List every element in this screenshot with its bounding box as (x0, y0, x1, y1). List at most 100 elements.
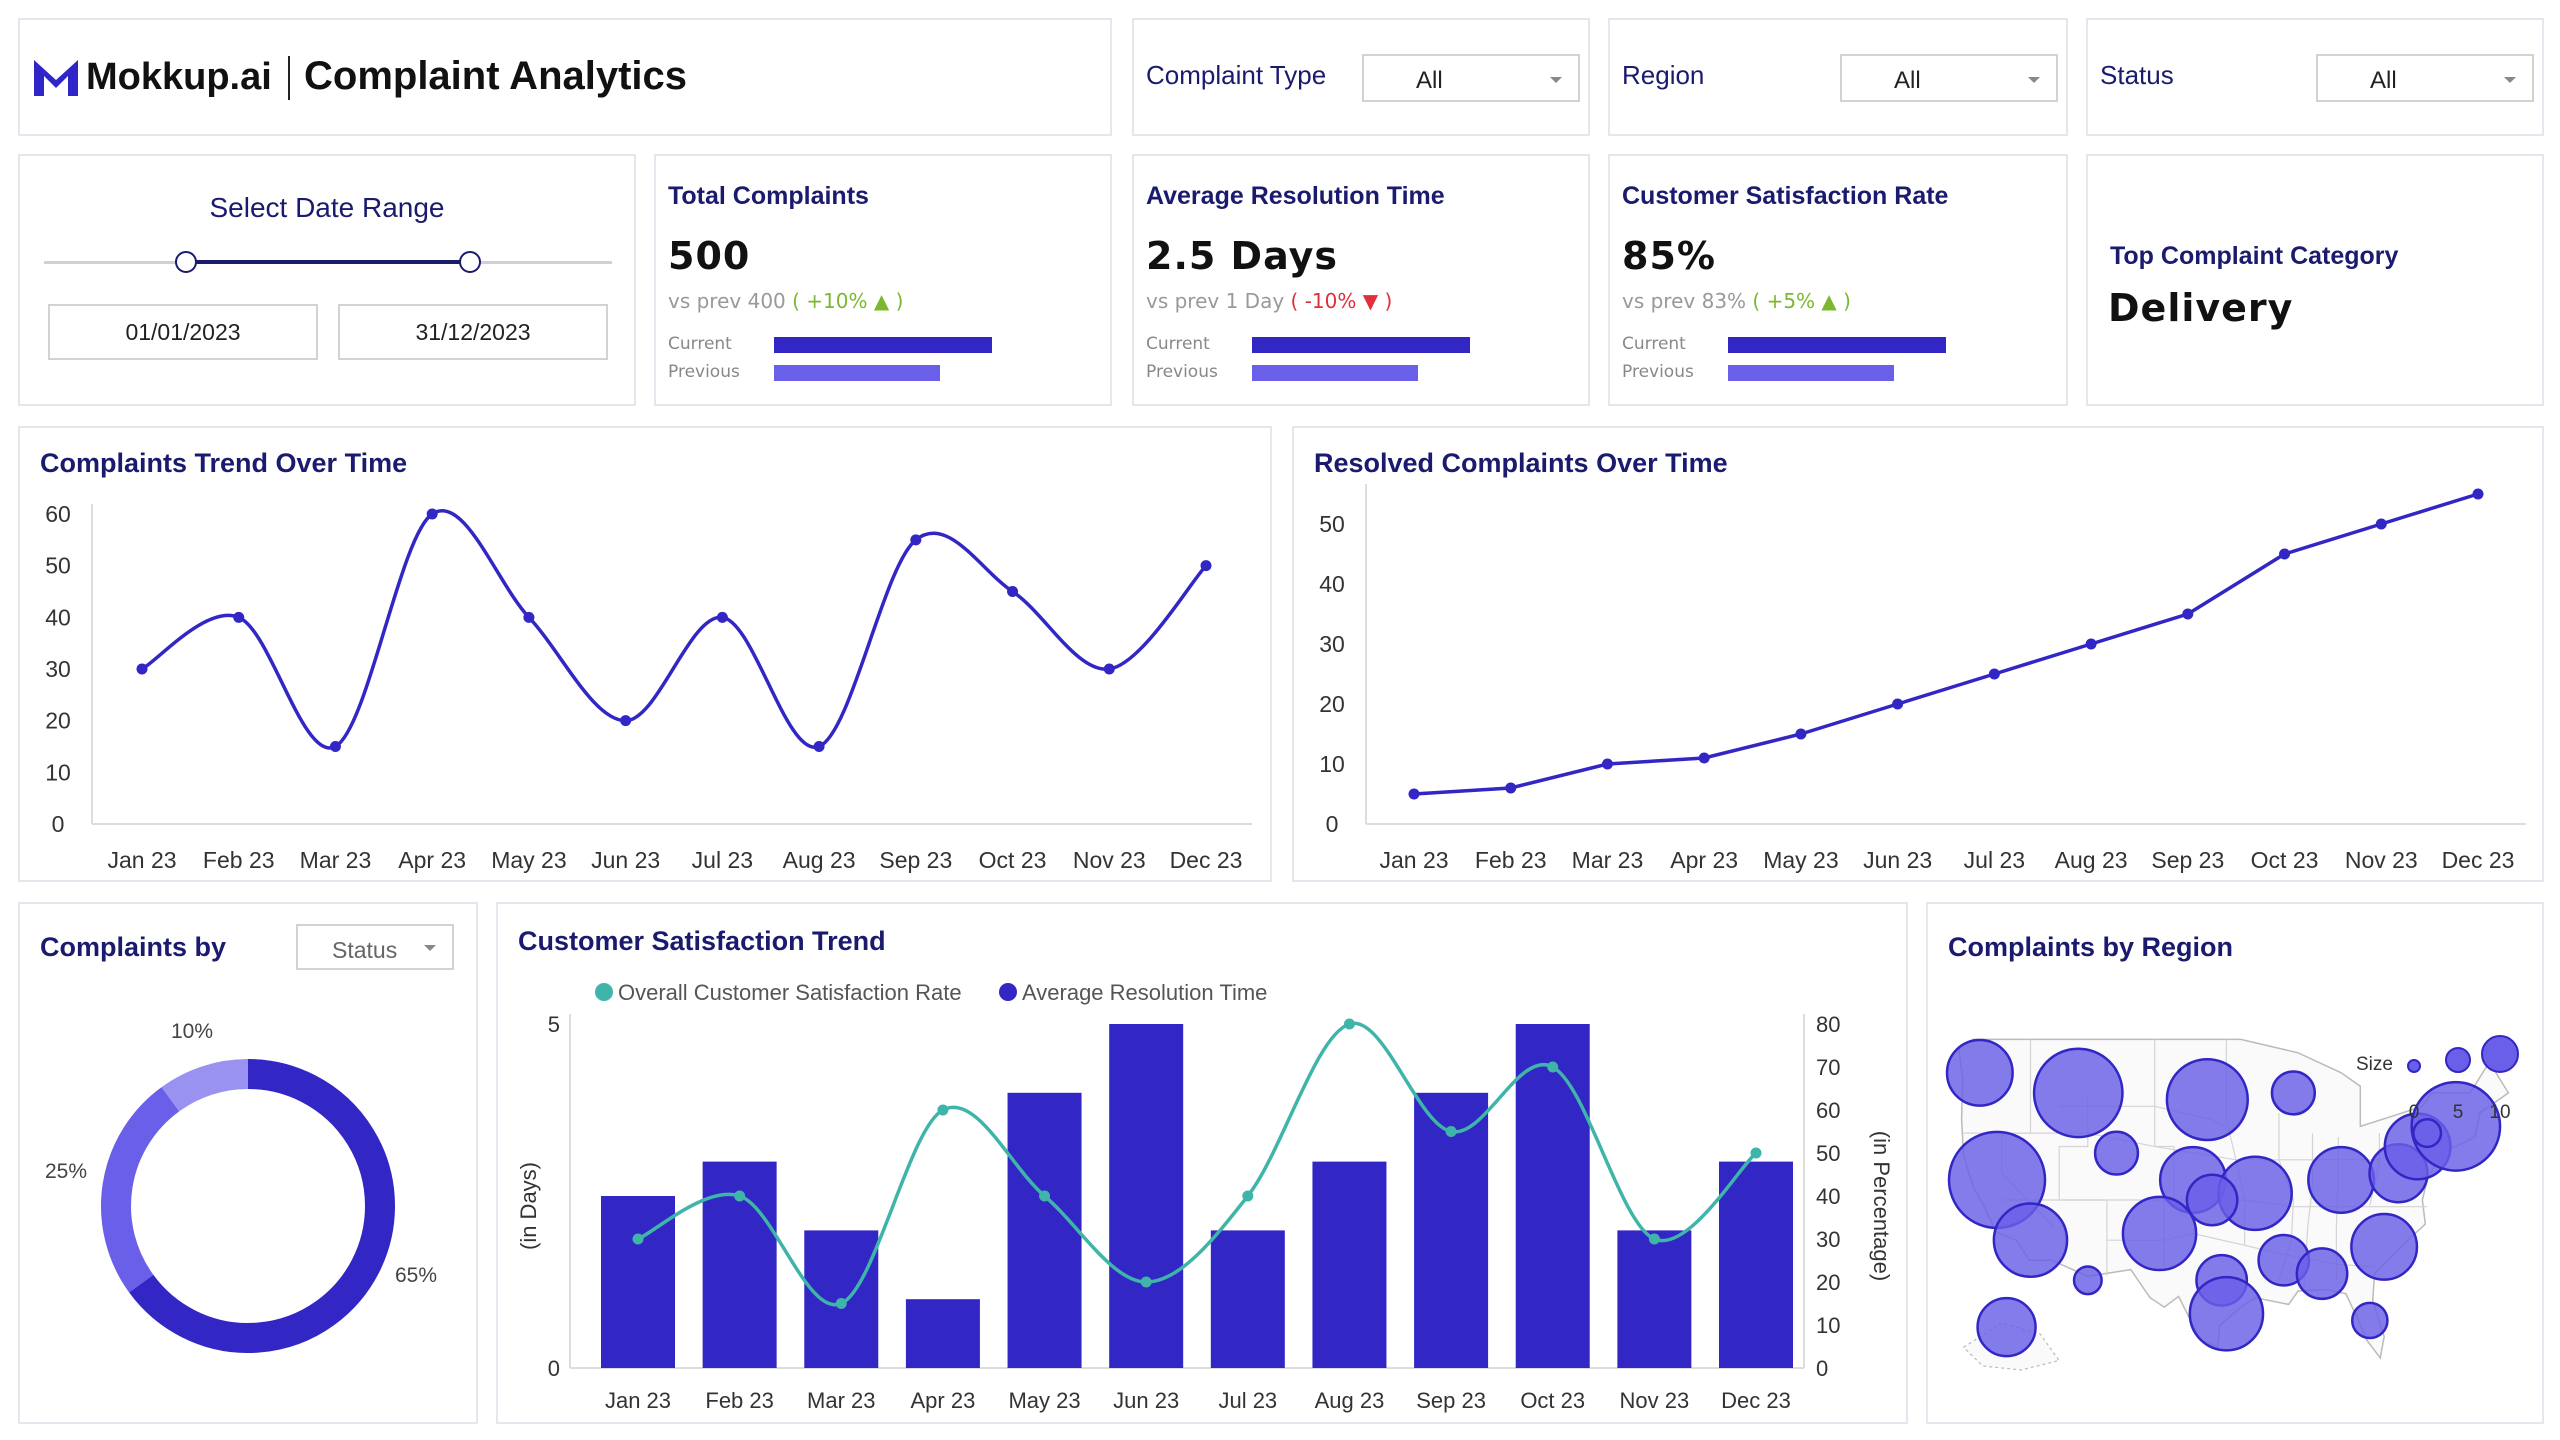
kpi-previous-label: Previous (668, 362, 740, 382)
data-point (233, 611, 245, 623)
data-point (1505, 782, 1517, 794)
kpi-previous-label: Previous (1146, 362, 1218, 382)
y-right-tick-label: 70 (1816, 1055, 1840, 1080)
x-tick-label: Sep 23 (879, 847, 952, 873)
complaints-trend-card: Complaints Trend Over Time 0 10 20 30 40 50 60… (18, 426, 1272, 882)
complaint-type-dropdown[interactable]: All (1362, 54, 1580, 102)
region-bubble (2307, 1145, 2376, 1214)
data-point (2279, 548, 2291, 560)
bar (1515, 1024, 1590, 1368)
legend-label: Average Resolution Time (1022, 980, 1267, 1005)
kpi-value: 2.5 Days (1146, 234, 1338, 278)
data-point (1892, 698, 1904, 710)
kpi-previous-label: Previous (1622, 362, 1694, 382)
region-bubble (2185, 1173, 2239, 1227)
y-tick-label: 20 (1319, 691, 1345, 717)
date-slider-start-handle[interactable] (175, 251, 197, 273)
region-bubble (2350, 1301, 2389, 1340)
chevron-down-icon (2504, 77, 2516, 83)
region-bubble (2121, 1195, 2198, 1272)
y-tick-label: 60 (45, 501, 71, 527)
x-tick-label: Jan 23 (1379, 847, 1448, 873)
data-point (835, 1298, 847, 1309)
x-tick-label: Jul 23 (1964, 847, 2025, 873)
state-border (1963, 1132, 2380, 1161)
x-tick-label: Sep 23 (2151, 847, 2224, 873)
resolved-trend-title: Resolved Complaints Over Time (1314, 448, 1728, 478)
y-tick-label: 40 (45, 604, 71, 630)
date-range-card: Select Date Range 01/01/2023 31/12/2023 (18, 154, 636, 406)
data-point (1750, 1147, 1762, 1159)
y-tick-label: 30 (45, 656, 71, 682)
kpi-title: Total Complaints (668, 182, 869, 210)
y-right-tick-label: 50 (1816, 1141, 1840, 1166)
data-point (1343, 1018, 1355, 1030)
x-tick-label: Apr 23 (910, 1388, 975, 1413)
x-tick-label: Aug 23 (783, 847, 856, 873)
y-right-tick-label: 20 (1816, 1270, 1840, 1295)
x-tick-label: Feb 23 (1475, 847, 1547, 873)
kpi-prev-text: vs prev 400 (668, 289, 786, 313)
data-point (1648, 1233, 1660, 1245)
size-legend-bubble (2445, 1047, 2471, 1073)
status-value: All (2370, 67, 2397, 94)
x-tick-label: May 23 (491, 847, 566, 873)
kpi-title: Customer Satisfaction Rate (1622, 182, 1949, 210)
x-tick-label: Jul 23 (1218, 1388, 1277, 1413)
data-point (2375, 518, 2387, 530)
date-slider-end-handle[interactable] (459, 251, 481, 273)
x-tick-label: Mar 23 (300, 847, 372, 873)
y-right-tick-label: 80 (1816, 1012, 1840, 1037)
start-date-input[interactable]: 01/01/2023 (48, 304, 318, 360)
x-tick-label: Feb 23 (705, 1388, 774, 1413)
data-point (2472, 488, 2484, 500)
slice-label: 10% (171, 1020, 213, 1043)
y-tick-label: 5 (548, 1012, 560, 1037)
kpi-current-label: Current (1622, 334, 1686, 354)
x-tick-label: Apr 23 (1670, 847, 1738, 873)
x-tick-label: Dec 23 (1721, 1388, 1791, 1413)
mokkup-logo-icon (34, 60, 78, 96)
kpi-previous: vs prev 83% ( +5% ▲ ) (1622, 289, 1851, 313)
region-bubble (2093, 1130, 2140, 1176)
complaints-trend-chart: 0 10 20 30 40 50 60 Jan 23 Feb 23 Mar 23 Apr 23 May… (45, 501, 1252, 873)
data-point (1547, 1061, 1559, 1073)
bar (1617, 1230, 1692, 1368)
x-tick-label: Feb 23 (203, 847, 275, 873)
kpi-current-bar (774, 337, 992, 353)
y-tick-label: 0 (1326, 811, 1339, 837)
date-range-title: Select Date Range (209, 192, 445, 223)
data-point (136, 663, 148, 675)
kpi-current-bar (1252, 337, 1470, 353)
region-bubble (1945, 1038, 2014, 1107)
region-dropdown[interactable]: All (1840, 54, 2058, 102)
size-legend-title: Size (2356, 1054, 2393, 1075)
kpi-prev-text: vs prev 1 Day (1146, 289, 1285, 313)
top-category-value: Delivery (2108, 286, 2294, 330)
status-dropdown[interactable]: All (2316, 54, 2534, 102)
bar (1109, 1024, 1184, 1368)
kpi-current-bar (1728, 337, 1946, 353)
data-point (1445, 1126, 1457, 1137)
end-date-input[interactable]: 31/12/2023 (338, 304, 608, 360)
y-tick-label: 10 (1319, 751, 1345, 777)
data-point (716, 611, 728, 623)
complaints-by-dropdown[interactable]: Status (296, 924, 454, 970)
data-point (2182, 608, 2194, 620)
page-title: Complaint Analytics (304, 54, 688, 98)
header-card: Mokkup.ai Complaint Analytics (18, 18, 1112, 136)
y-tick-label: 50 (1319, 511, 1345, 537)
data-point (2085, 638, 2097, 650)
filter-region-card: Region All (1608, 18, 2068, 136)
x-tick-label: Dec 23 (2442, 847, 2515, 873)
complaints-trend-title: Complaints Trend Over Time (40, 448, 408, 478)
x-tick-label: May 23 (1763, 847, 1838, 873)
data-point (910, 534, 922, 546)
region-card: Complaints by Region Size 0 5 10 (1926, 902, 2544, 1424)
slice-label: 25% (45, 1160, 87, 1183)
region-bubble (1992, 1202, 2069, 1279)
data-point (1242, 1190, 1254, 1202)
series-line (1413, 492, 2479, 796)
size-legend-bubble (2481, 1035, 2519, 1073)
x-tick-label: Aug 23 (2055, 847, 2128, 873)
